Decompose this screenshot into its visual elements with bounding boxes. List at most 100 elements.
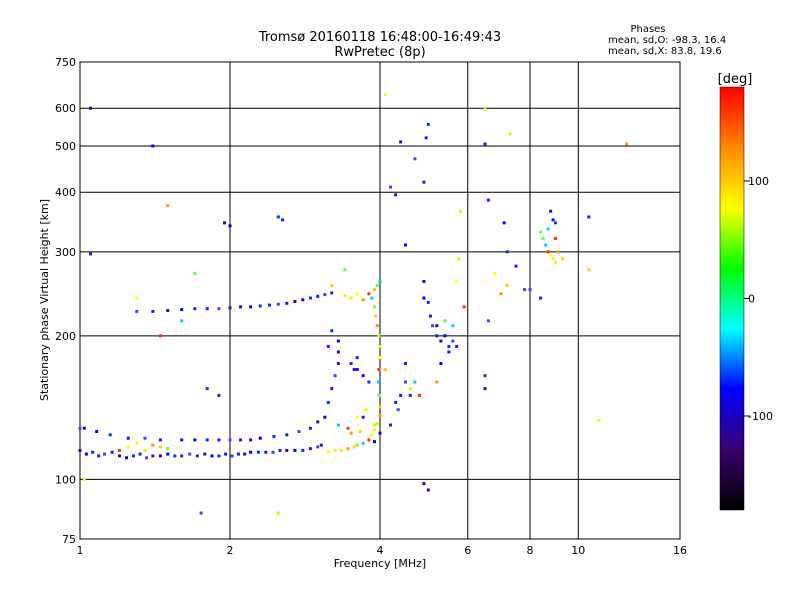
scatter-point bbox=[166, 204, 170, 208]
colorbar-tick-label: 100 bbox=[748, 175, 769, 188]
scatter-point bbox=[78, 426, 82, 430]
scatter-point bbox=[355, 415, 359, 419]
scatter-point bbox=[285, 448, 289, 452]
scatter-point bbox=[435, 334, 439, 338]
scatter-point bbox=[426, 122, 430, 126]
scatter-point bbox=[205, 438, 209, 442]
scatter-point bbox=[166, 447, 170, 451]
scatter-point bbox=[336, 361, 340, 365]
scatter-point bbox=[451, 339, 455, 343]
scatter-point bbox=[243, 452, 247, 456]
scatter-point bbox=[355, 367, 359, 371]
scatter-point bbox=[378, 356, 382, 360]
data-points bbox=[78, 93, 629, 515]
scatter-point bbox=[546, 250, 550, 254]
scatter-point bbox=[293, 448, 297, 452]
scatter-point bbox=[553, 221, 557, 225]
scatter-point bbox=[326, 400, 330, 404]
scatter-point bbox=[135, 296, 139, 300]
scatter-point bbox=[276, 215, 280, 219]
scatter-point bbox=[151, 443, 155, 447]
scatter-point bbox=[458, 209, 462, 213]
scatter-point bbox=[553, 260, 557, 264]
scatter-point bbox=[205, 387, 209, 391]
scatter-point bbox=[271, 450, 275, 454]
scatter-point bbox=[403, 361, 407, 365]
scatter-point bbox=[205, 307, 209, 311]
scatter-point bbox=[308, 426, 312, 430]
scatter-point bbox=[417, 393, 421, 397]
scatter-point bbox=[151, 454, 155, 458]
scatter-point bbox=[546, 227, 550, 231]
scatter-point bbox=[408, 393, 412, 397]
scatter-point bbox=[502, 221, 506, 225]
scatter-point bbox=[561, 257, 565, 261]
scatter-point bbox=[84, 452, 88, 456]
scatter-point bbox=[373, 423, 377, 427]
scatter-point bbox=[553, 236, 557, 240]
scatter-point bbox=[443, 319, 447, 323]
legend-line-o: mean, sd,O: -98.3, 16.4 bbox=[608, 35, 726, 46]
scatter-point bbox=[193, 438, 197, 442]
scatter-point bbox=[230, 454, 234, 458]
scatter-point bbox=[78, 448, 82, 452]
scatter-point bbox=[505, 283, 509, 287]
scatter-point bbox=[217, 454, 221, 458]
scatter-point bbox=[131, 454, 135, 458]
y-tick-label: 500 bbox=[55, 140, 76, 153]
scatter-point bbox=[210, 454, 214, 458]
scatter-point bbox=[276, 511, 280, 515]
scatter-point bbox=[413, 157, 417, 161]
scatter-point bbox=[443, 334, 447, 338]
scatter-point bbox=[180, 438, 184, 442]
scatter-point bbox=[151, 309, 155, 313]
scatter-point bbox=[223, 221, 227, 225]
scatter-point bbox=[367, 380, 371, 384]
scatter-point bbox=[173, 454, 177, 458]
x-tick-label: 16 bbox=[673, 544, 687, 557]
scatter-point bbox=[138, 452, 142, 456]
scatter-point bbox=[377, 393, 381, 397]
scatter-point bbox=[82, 426, 86, 430]
scatter-point bbox=[158, 438, 162, 442]
scatter-point bbox=[151, 144, 155, 148]
scatter-point bbox=[110, 450, 114, 454]
scatter-point bbox=[587, 215, 591, 219]
scatter-point bbox=[528, 288, 532, 292]
x-tick-label: 6 bbox=[464, 544, 471, 557]
scatter-point bbox=[336, 339, 340, 343]
scatter-point bbox=[370, 433, 374, 437]
x-tick-label: 8 bbox=[527, 544, 534, 557]
scatter-point bbox=[375, 283, 379, 287]
scatter-point bbox=[383, 367, 387, 371]
scatter-point bbox=[330, 291, 334, 295]
scatter-point bbox=[361, 374, 365, 378]
scatter-point bbox=[199, 511, 203, 515]
scatter-point bbox=[373, 288, 377, 292]
scatter-point bbox=[439, 361, 443, 365]
scatter-point bbox=[399, 140, 403, 144]
scatter-point bbox=[462, 305, 466, 309]
scatter-point bbox=[514, 264, 518, 268]
scatter-point bbox=[239, 305, 243, 309]
scatter-point bbox=[228, 438, 232, 442]
scatter-point bbox=[625, 142, 629, 146]
scatter-point bbox=[377, 334, 381, 338]
scatter-point bbox=[276, 302, 280, 306]
scatter-point bbox=[346, 447, 350, 451]
scatter-point bbox=[378, 279, 382, 283]
scatter-point bbox=[383, 93, 387, 97]
scatter-point bbox=[301, 298, 305, 302]
scatter-point bbox=[330, 329, 334, 333]
scatter-point bbox=[301, 448, 305, 452]
scatter-point bbox=[389, 185, 393, 189]
scatter-point bbox=[126, 436, 130, 440]
scatter-point bbox=[126, 445, 130, 449]
scatter-point bbox=[508, 132, 512, 136]
scatter-point bbox=[180, 319, 184, 323]
scatter-point bbox=[326, 450, 330, 454]
scatter-point bbox=[447, 350, 451, 354]
scatter-point bbox=[375, 324, 379, 328]
y-tick-label: 300 bbox=[55, 246, 76, 259]
scatter-point bbox=[236, 452, 240, 456]
